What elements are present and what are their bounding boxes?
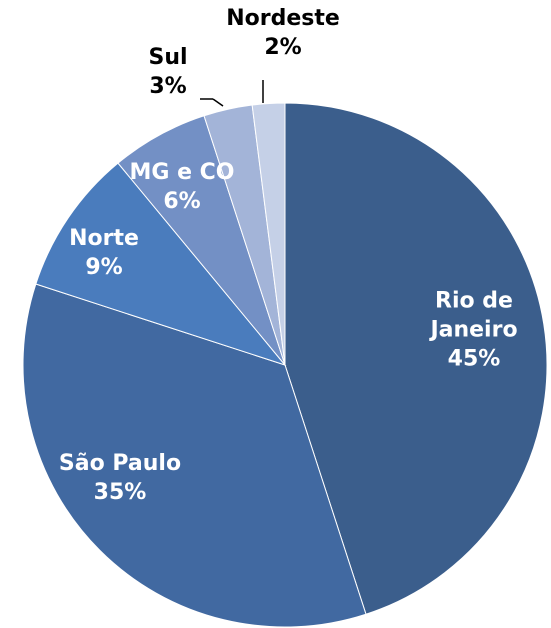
value-label: 45%	[447, 346, 501, 372]
leader-line	[212, 98, 224, 107]
category-name: Norte	[69, 226, 139, 251]
pie-slice	[35, 162, 287, 367]
pie-slice	[251, 102, 286, 366]
slice-label: São Paulo 35%	[20, 449, 220, 507]
slice-label: Rio de Janeiro 45%	[414, 287, 534, 374]
value-label: 3%	[149, 74, 187, 99]
value-label: 9%	[85, 255, 123, 280]
pie-slice	[22, 283, 367, 628]
value-label: 35%	[93, 480, 147, 505]
slice-label: Nordeste 2%	[183, 4, 383, 62]
category-name: Sul	[148, 45, 188, 70]
slice-label: MG e CO 6%	[82, 158, 282, 216]
pie-slice	[284, 102, 548, 615]
category-name: MG e CO	[129, 160, 235, 185]
value-label: 2%	[264, 35, 302, 60]
category-name: Rio de Janeiro	[430, 288, 518, 343]
slice-label: Norte 9%	[4, 224, 204, 282]
slice-label: Sul 3%	[68, 43, 268, 101]
value-label: 6%	[163, 189, 201, 214]
category-name: Nordeste	[226, 6, 340, 31]
category-name: São Paulo	[58, 451, 182, 476]
